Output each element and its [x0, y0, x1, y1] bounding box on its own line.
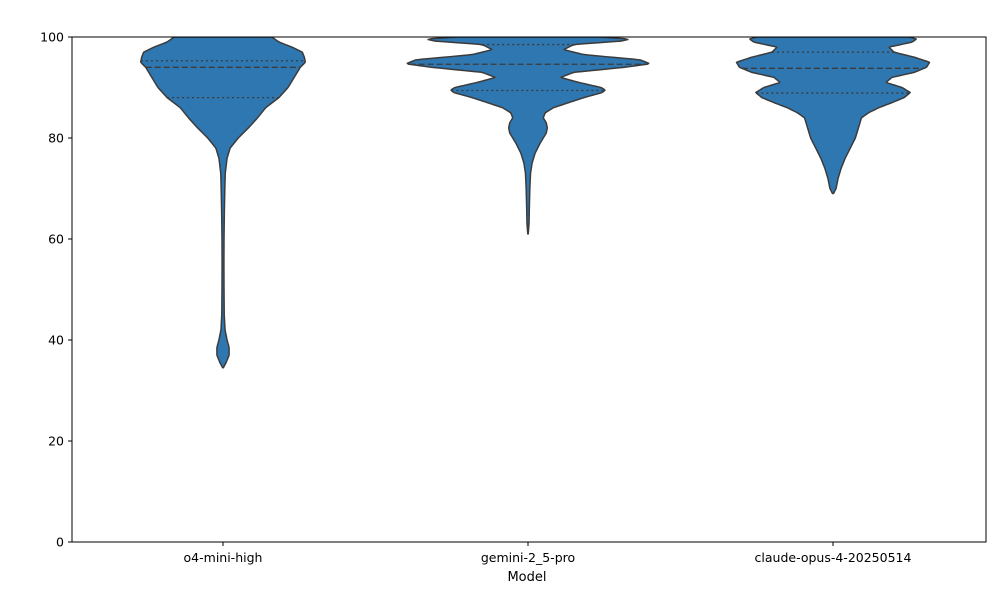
y-tick-label: 0: [56, 535, 64, 550]
violin-body: [406, 37, 650, 235]
x-tick-label: gemini-2_5-pro: [481, 550, 575, 565]
violin-body: [139, 37, 307, 369]
y-tick-label: 80: [48, 131, 64, 146]
violin-body: [735, 37, 931, 195]
y-tick-label: 20: [48, 434, 64, 449]
y-tick-label: 40: [48, 333, 64, 348]
x-axis: o4-mini-high gemini-2_5-pro claude-opus-4-…: [184, 542, 912, 565]
violins: [139, 37, 931, 369]
x-tick-label: o4-mini-high: [184, 550, 263, 565]
y-tick-label: 100: [40, 30, 64, 45]
y-tick-label: 60: [48, 232, 64, 247]
y-axis: 0 20 40 60 80 100: [40, 30, 72, 550]
x-axis-label: Model: [507, 570, 546, 585]
plot-frame: [71, 36, 987, 543]
x-tick-label: claude-opus-4-20250514: [755, 550, 912, 565]
